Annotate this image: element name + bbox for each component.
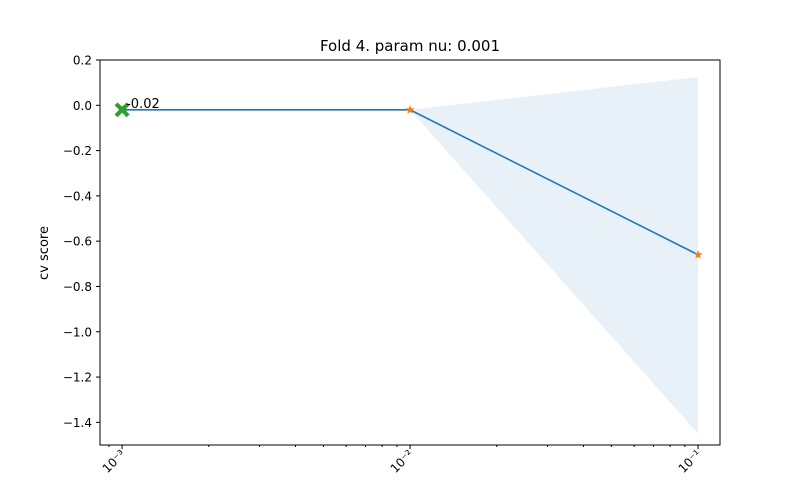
best-point-layer: -0.02 [114, 97, 160, 118]
y-tick-label: −1.0 [63, 325, 92, 339]
y-tick-label: −1.2 [63, 371, 92, 385]
chart-title: Fold 4. param nu: 0.001 [320, 37, 500, 55]
data-point-marker [693, 249, 703, 259]
data-point-marker [405, 105, 415, 114]
best-score-label: -0.02 [126, 97, 160, 112]
best-score-marker [114, 102, 130, 118]
y-tick-label: −0.8 [63, 280, 92, 294]
y-tick-label: −1.4 [63, 416, 92, 430]
y-tick-label: −0.4 [63, 189, 92, 203]
y-tick-label: 0.0 [73, 99, 92, 113]
y-axis-ticks: 0.2 0.0 −0.2 −0.4 −0.6 −0.8 −1.0 −1.2 −1.4 [63, 54, 100, 430]
y-tick-label: −0.6 [63, 235, 92, 249]
confidence-band-layer [122, 76, 699, 434]
y-axis-label: cv score [37, 226, 52, 280]
y-tick-label: −0.2 [63, 144, 92, 158]
confidence-band [122, 76, 699, 434]
y-tick-label: 0.2 [73, 54, 92, 68]
